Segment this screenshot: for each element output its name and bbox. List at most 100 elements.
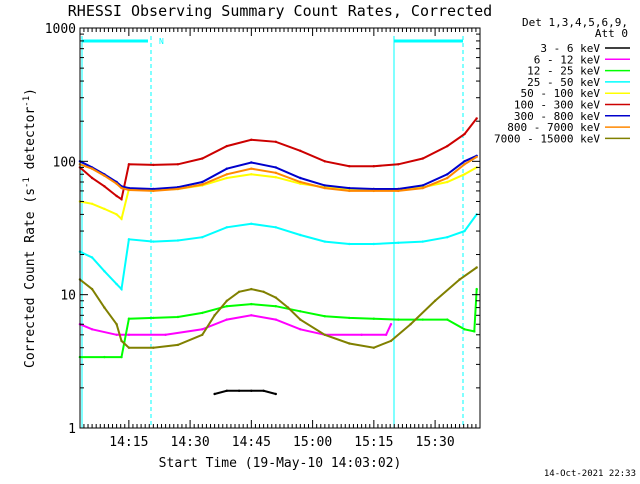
series-6-point-13: [323, 184, 326, 187]
series-3-point-16: [397, 241, 400, 244]
series-8-point-9: [213, 314, 216, 317]
series-4-point-10: [250, 173, 253, 176]
series-1-point-12: [384, 333, 388, 336]
series-2-point-16: [446, 318, 449, 321]
series-0-point-3: [250, 389, 253, 392]
series-5-point-3: [115, 194, 118, 198]
series-7-point-15: [372, 189, 375, 193]
series-3-point-19: [463, 229, 466, 233]
series-8-point-16: [299, 318, 302, 321]
series-7-point-4: [120, 186, 123, 190]
series-4-point-2: [103, 207, 106, 211]
series-2-point-3: [127, 317, 131, 320]
legend-label-7: 800 - 7000 keV: [507, 121, 600, 134]
x-tick-label-2: 14:45: [232, 435, 271, 450]
series-8-point-2: [103, 306, 106, 309]
series-2-point-19: [475, 287, 478, 291]
series-1-point-9: [299, 328, 302, 331]
series-5-point-13: [323, 160, 326, 163]
series-7-point-1: [90, 167, 94, 170]
series-1-point-5: [201, 328, 204, 331]
series-5-point-12: [299, 149, 302, 152]
series-4-point-1: [90, 202, 94, 205]
series-8-point-20: [389, 339, 393, 343]
series-4-point-4: [120, 217, 123, 221]
series-8-point-15: [286, 306, 290, 309]
series-8-point-17: [323, 333, 326, 336]
series-3-point-8: [201, 236, 204, 239]
series-8-point-14: [274, 296, 277, 299]
series-5-point-18: [446, 144, 449, 148]
series-7-point-16: [397, 189, 400, 193]
series-7-point-5: [127, 188, 131, 192]
series-8-point-11: [237, 290, 241, 293]
series-5-point-1: [90, 176, 94, 180]
series-6-point-10: [250, 161, 253, 164]
series-3-point-2: [103, 270, 106, 273]
series-3-point-13: [323, 240, 326, 243]
legend-label-6: 300 - 800 keV: [514, 110, 600, 123]
series-2-point-12: [348, 316, 351, 320]
series-5-point-16: [397, 163, 400, 166]
series-8-point-10: [225, 299, 228, 302]
legend-label-0: 3 - 6 keV: [540, 42, 600, 55]
series-8-point-4: [120, 339, 123, 343]
series-2-point-10: [299, 310, 302, 313]
series-1-point-11: [360, 333, 363, 336]
series-6-point-5: [127, 186, 131, 190]
series-5-point-4: [120, 198, 123, 201]
series-7-point-9: [225, 173, 228, 176]
series-7-point-3: [115, 182, 118, 185]
series-0-point-4: [262, 389, 265, 392]
series-6-point-11: [274, 166, 277, 169]
series-1-point-3: [127, 333, 131, 336]
x-tick-label-1: 14:30: [171, 435, 210, 450]
series-8-point-19: [372, 346, 375, 349]
series-6-point-16: [397, 187, 400, 191]
series-2-point-18: [473, 330, 476, 333]
series-3-point-7: [176, 239, 180, 242]
legend-header-0: Det 1,3,4,5,6,9,: [522, 16, 628, 29]
series-5-point-11: [274, 140, 277, 143]
y-tick-label-2: 100: [53, 155, 76, 170]
y-axis-label-part2: detector: [23, 107, 38, 178]
y-axis-label: Corrected Count Rate (s-1 detector-1): [22, 88, 38, 368]
x-tick-label-5: 15:30: [416, 435, 455, 450]
series-7-point-20: [475, 155, 478, 159]
series-3-point-14: [348, 242, 351, 246]
series-5-point-5: [127, 163, 131, 166]
legend-label-8: 7000 - 15000 keV: [494, 132, 600, 145]
series-7-point-12: [299, 180, 302, 184]
series-5-point-17: [421, 157, 424, 160]
series-2-point-9: [274, 305, 277, 308]
series-4-point-19: [463, 173, 466, 176]
series-6-point-14: [348, 186, 351, 190]
series-1-point-7: [250, 314, 253, 317]
series-2-point-6: [201, 311, 204, 315]
series-line-0: [214, 389, 277, 395]
series-4-point-11: [274, 176, 277, 179]
series-3-point-11: [274, 226, 277, 229]
series-6-point-12: [299, 176, 302, 180]
series-8-point-24: [475, 266, 478, 269]
series-8-point-22: [433, 299, 437, 302]
series-7-point-17: [421, 186, 424, 190]
series-5-point-10: [250, 138, 253, 141]
series-8-point-3: [115, 323, 118, 326]
series-6-point-19: [463, 160, 466, 163]
annotation-n: N: [159, 37, 164, 46]
series-0-point-2: [237, 389, 241, 392]
series-6-point-8: [201, 180, 204, 184]
series-3-point-18: [446, 236, 449, 239]
series-6-point-9: [225, 167, 228, 170]
series-8-point-21: [409, 323, 412, 326]
series-2-point-8: [250, 302, 253, 306]
series-1-point-13: [389, 323, 393, 326]
series-8-point-1: [90, 287, 94, 291]
chart-title: RHESSI Observing Summary Count Rates, Co…: [68, 2, 492, 20]
series-3-point-17: [421, 240, 424, 243]
series-7-point-6: [152, 189, 155, 193]
footer-timestamp: 14-Oct-2021 22:33: [544, 469, 636, 479]
legend-label-1: 6 - 12 keV: [534, 53, 601, 66]
